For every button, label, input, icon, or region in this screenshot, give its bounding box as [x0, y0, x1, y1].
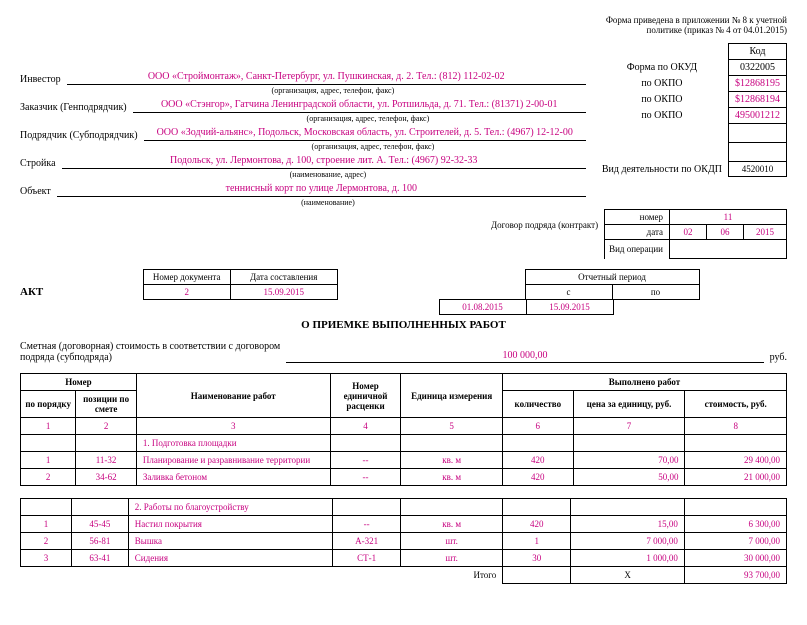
site-label: Стройка	[20, 158, 62, 169]
period-table: Отчетный период с по	[525, 269, 700, 300]
contract-num: 11	[670, 210, 787, 225]
cost-label: Сметная (договорная) стоимость в соответ…	[20, 341, 280, 363]
total-cost: 93 700,00	[684, 567, 786, 584]
cost-amount: 100 000,00	[286, 350, 763, 363]
doc-num: 2	[143, 285, 230, 300]
object-label: Объект	[20, 186, 57, 197]
hdr-cost: стоимость, руб.	[685, 391, 787, 418]
col-8: 8	[685, 418, 787, 435]
col-4: 4	[330, 418, 401, 435]
table-row: 363-41 СиденияСТ-1 шт.30 1 000,0030 000,…	[21, 550, 787, 567]
object-sub: (наименование)	[70, 198, 586, 207]
okud-label: Форма по ОКУД	[596, 60, 729, 76]
period-to-hdr: по	[612, 285, 699, 300]
main-table-2: 2. Работы по благоустройству 145-45 Наст…	[20, 498, 787, 584]
okdp-label: Вид деятельности по ОКДП	[596, 162, 729, 177]
doc-date-hdr: Дата составления	[230, 270, 337, 285]
object-value: теннисный корт по улице Лермонтова, д. 1…	[57, 183, 586, 197]
section-2: 2. Работы по благоустройству	[128, 499, 332, 516]
main-table: Номер Наименование работ Номер единичной…	[20, 373, 787, 486]
okdp: 4520010	[729, 162, 787, 177]
period-from: 01.08.2015	[439, 300, 526, 315]
investor-okpo: $12868195	[729, 76, 787, 92]
hdr-num: Номер	[21, 374, 137, 391]
contract-date-d: 02	[670, 225, 707, 240]
doc-meta-table: Номер документа Дата составления 2 15.09…	[143, 269, 338, 300]
period-hdr: Отчетный период	[525, 270, 699, 285]
col-2: 2	[76, 418, 137, 435]
contractor-label: Подрядчик (Субподрядчик)	[20, 130, 144, 141]
table-row: 145-45 Настил покрытия-- кв. м420 15,006…	[21, 516, 787, 533]
empty-cell-2	[729, 143, 787, 162]
top-note-2: политике (приказ № 4 от 04.01.2015)	[647, 25, 787, 35]
hdr-price-num: Номер единичной расценки	[330, 374, 401, 418]
hdr-done: Выполнено работ	[502, 374, 786, 391]
customer-sub: (организация, адрес, телефон, факс)	[150, 114, 586, 123]
period-from-hdr: с	[525, 285, 612, 300]
contract-date-m: 06	[707, 225, 744, 240]
hdr-name: Наименование работ	[136, 374, 330, 418]
contractor-value: ООО «Зодчий-альянс», Подольск, Московска…	[144, 127, 586, 141]
col-3: 3	[136, 418, 330, 435]
total-x: X	[571, 567, 684, 584]
okpo-label-2: по ОКПО	[596, 92, 729, 108]
site-sub: (наименование, адрес)	[70, 170, 586, 179]
empty-cell-1	[729, 124, 787, 143]
col-7: 7	[573, 418, 685, 435]
contract-date-label: дата	[605, 225, 670, 240]
table-row: 234-62 Заливка бетоном-- кв. м420 50,002…	[21, 469, 787, 486]
op-label: Вид операции	[605, 240, 670, 259]
table-row: 111-32 Планирование и разравнивание терр…	[21, 452, 787, 469]
contract-table: Договор подряда (контракт) номер 11 дата…	[487, 209, 787, 259]
investor-label: Инвестор	[20, 74, 67, 85]
codes-table: Код Форма по ОКУД0322005 по ОКПО$1286819…	[596, 43, 787, 177]
customer-label: Заказчик (Генподрядчик)	[20, 102, 133, 113]
okud: 0322005	[729, 60, 787, 76]
customer-value: ООО «Стэнгор», Гатчина Ленинградской обл…	[133, 99, 586, 113]
okpo-label-1: по ОКПО	[596, 76, 729, 92]
hdr-qty: количество	[502, 391, 573, 418]
hdr-order: по порядку	[21, 391, 76, 418]
col-1: 1	[21, 418, 76, 435]
okpo-label-3: по ОКПО	[596, 108, 729, 124]
investor-value: ООО «Строймонтаж», Санкт-Петербург, ул. …	[67, 71, 586, 85]
col-6: 6	[502, 418, 573, 435]
act-label: АКТ	[20, 286, 43, 300]
top-note: Форма приведена в приложении № 8 к учетн…	[20, 15, 787, 35]
act-title: О ПРИЕМКЕ ВЫПОЛНЕННЫХ РАБОТ	[20, 319, 787, 331]
doc-num-hdr: Номер документа	[143, 270, 230, 285]
customer-okpo: $12868194	[729, 92, 787, 108]
hdr-pos: позиции по смете	[76, 391, 137, 418]
total-label: Итого	[401, 567, 503, 584]
op-value	[670, 240, 787, 259]
table-row: 256-81 ВышкаА-321 шт.1 7 000,007 000,00	[21, 533, 787, 550]
section-1: 1. Подготовка площадки	[136, 435, 330, 452]
investor-sub: (организация, адрес, телефон, факс)	[80, 86, 586, 95]
cost-unit: руб.	[770, 352, 787, 363]
top-note-1: Форма приведена в приложении № 8 к учетн…	[606, 15, 787, 25]
site-value: Подольск, ул. Лермонтова, д. 100, строен…	[62, 155, 586, 169]
contractor-okpo: 495001212	[729, 108, 787, 124]
hdr-unit: Единица измерения	[401, 374, 503, 418]
contract-date-y: 2015	[744, 225, 787, 240]
hdr-price: цена за единицу, руб.	[573, 391, 685, 418]
period-to: 15.09.2015	[526, 300, 613, 315]
doc-date: 15.09.2015	[230, 285, 337, 300]
col-5: 5	[401, 418, 503, 435]
total-blank	[503, 567, 571, 584]
contract-num-label: номер	[605, 210, 670, 225]
contract-label: Договор подряда (контракт)	[487, 210, 605, 240]
code-heading: Код	[729, 44, 787, 60]
contractor-sub: (организация, адрес, телефон, факс)	[160, 142, 586, 151]
period-values: 01.08.2015 15.09.2015	[439, 299, 614, 315]
